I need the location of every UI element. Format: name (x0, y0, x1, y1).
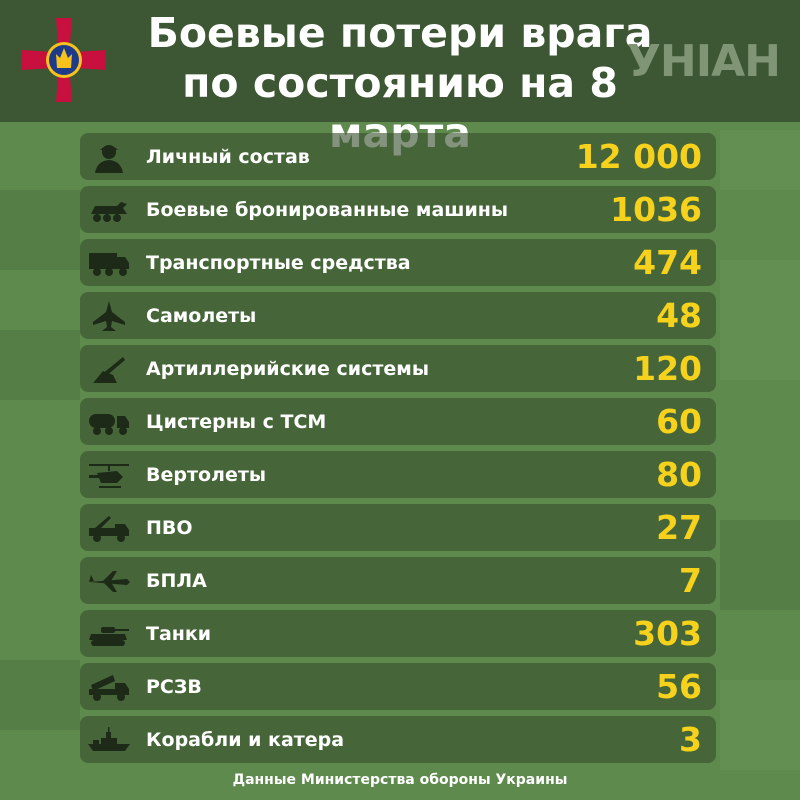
item-label: Артиллерийские системы (146, 357, 429, 380)
item-value: 60 (656, 402, 702, 441)
list-item: ПВО 27 (80, 504, 716, 551)
list-item: Самолеты 48 (80, 292, 716, 339)
item-label: Самолеты (146, 304, 257, 327)
item-value: 12 000 (575, 137, 702, 176)
helicopter-icon (80, 451, 138, 498)
item-value: 27 (656, 508, 702, 547)
list-item: Боевые бронированные машины 1036 (80, 186, 716, 233)
title-line-1: Боевые потери врага (147, 9, 653, 57)
list-item: Танки 303 (80, 610, 716, 657)
list-item: Корабли и катера 3 (80, 716, 716, 763)
item-label: БПЛА (146, 569, 207, 592)
item-label: Боевые бронированные машины (146, 198, 509, 221)
background-tile (0, 190, 80, 270)
ship-icon (80, 716, 138, 763)
list-item: Вертолеты 80 (80, 451, 716, 498)
list-item: Транспортные средства 474 (80, 239, 716, 286)
item-value: 474 (633, 243, 702, 282)
item-label: Транспортные средства (146, 251, 411, 274)
source-note: Данные Министерства обороны Украины (232, 772, 568, 788)
item-value: 120 (633, 349, 702, 388)
item-value: 7 (679, 561, 702, 600)
item-label: Танки (146, 622, 212, 645)
item-value: 48 (656, 296, 702, 335)
item-value: 1036 (610, 190, 702, 229)
armed-forces-cross-emblem-icon (18, 14, 110, 106)
air-defense-icon (80, 504, 138, 551)
background-tile (720, 520, 800, 610)
background-tile (720, 130, 800, 190)
item-value: 56 (656, 667, 702, 706)
list-item: БПЛА 7 (80, 557, 716, 604)
item-label: Личный состав (146, 145, 310, 168)
truck-icon (80, 239, 138, 286)
item-label: Цистерны с ТСМ (146, 410, 327, 433)
armored-vehicle-icon (80, 186, 138, 233)
item-label: Корабли и катера (146, 728, 345, 751)
item-value: 303 (633, 614, 702, 653)
background-tile (720, 260, 800, 380)
soldier-icon (80, 133, 138, 180)
background-tile (0, 330, 80, 400)
item-label: ПВО (146, 516, 193, 539)
tanker-truck-icon (80, 398, 138, 445)
list-item: РСЗВ 56 (80, 663, 716, 710)
unian-logo: УНІАН (627, 36, 781, 87)
item-value: 3 (679, 720, 702, 759)
mlrs-icon (80, 663, 138, 710)
item-label: РСЗВ (146, 675, 202, 698)
drone-icon (80, 557, 138, 604)
item-label: Вертолеты (146, 463, 267, 486)
tank-icon (80, 610, 138, 657)
header-banner: Боевые потери врага по состоянию на 8 ма… (0, 0, 800, 157)
artillery-icon (80, 345, 138, 392)
item-value: 80 (656, 455, 702, 494)
background-tile (720, 680, 800, 770)
jet-icon (80, 292, 138, 339)
losses-list: Личный состав 12 000 Боевые бронированны… (80, 133, 716, 769)
list-item: Личный состав 12 000 (80, 133, 716, 180)
list-item: Цистерны с ТСМ 60 (80, 398, 716, 445)
background-tile (0, 660, 80, 730)
list-item: Артиллерийские системы 120 (80, 345, 716, 392)
